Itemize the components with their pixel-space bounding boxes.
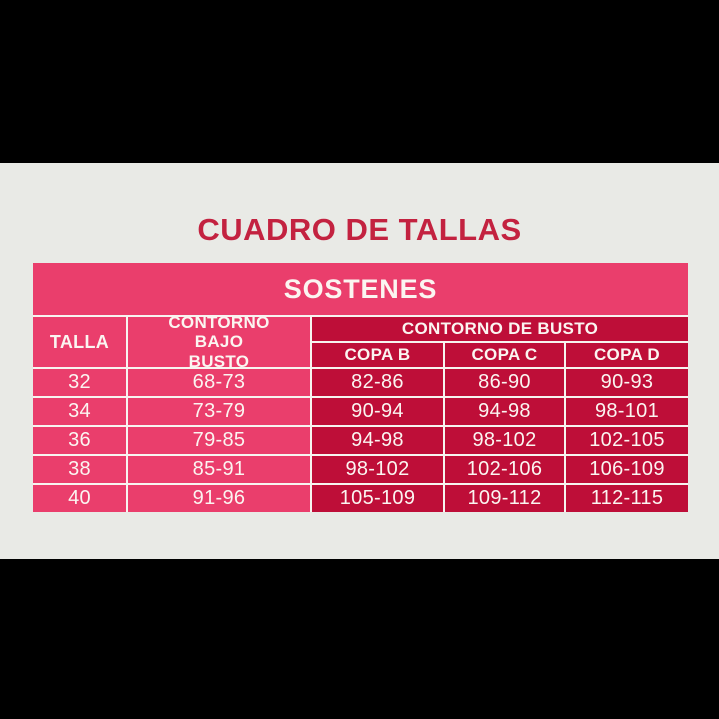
- column-header-copa-d: COPA D: [566, 343, 688, 367]
- column-header-talla: TALLA: [33, 317, 126, 367]
- cell-copa-c: 102-106: [445, 456, 564, 483]
- cell-copa-b: 90-94: [312, 398, 443, 425]
- cell-talla: 36: [33, 427, 126, 454]
- cell-copa-b: 105-109: [312, 485, 443, 512]
- cell-copa-c: 94-98: [445, 398, 564, 425]
- cell-copa-b: 98-102: [312, 456, 443, 483]
- cell-bajo-busto: 79-85: [128, 427, 310, 454]
- cell-copa-d: 98-101: [566, 398, 688, 425]
- cell-talla: 34: [33, 398, 126, 425]
- table-title: SOSTENES: [33, 263, 688, 315]
- cell-copa-d: 112-115: [566, 485, 688, 512]
- cell-bajo-busto: 91-96: [128, 485, 310, 512]
- column-header-copa-b: COPA B: [312, 343, 443, 367]
- cell-copa-d: 102-105: [566, 427, 688, 454]
- size-table: SOSTENES TALLA CONTORNO BAJO BUSTO CONTO…: [33, 263, 688, 512]
- cell-bajo-busto: 85-91: [128, 456, 310, 483]
- cell-copa-c: 98-102: [445, 427, 564, 454]
- cell-copa-d: 106-109: [566, 456, 688, 483]
- cell-copa-b: 94-98: [312, 427, 443, 454]
- cell-talla: 38: [33, 456, 126, 483]
- cell-bajo-busto: 68-73: [128, 369, 310, 396]
- cell-copa-d: 90-93: [566, 369, 688, 396]
- cell-bajo-busto: 73-79: [128, 398, 310, 425]
- cell-copa-c: 109-112: [445, 485, 564, 512]
- cell-talla: 40: [33, 485, 126, 512]
- page-title: CUADRO DE TALLAS: [197, 212, 522, 247]
- cell-copa-b: 82-86: [312, 369, 443, 396]
- content-panel: CUADRO DE TALLAS SOSTENES TALLA CONTORNO…: [0, 163, 719, 559]
- column-header-copa-c: COPA C: [445, 343, 564, 367]
- column-header-bajo-busto: CONTORNO BAJO BUSTO: [128, 313, 310, 371]
- cell-copa-c: 86-90: [445, 369, 564, 396]
- column-group-header-busto: CONTORNO DE BUSTO: [312, 317, 688, 341]
- cell-talla: 32: [33, 369, 126, 396]
